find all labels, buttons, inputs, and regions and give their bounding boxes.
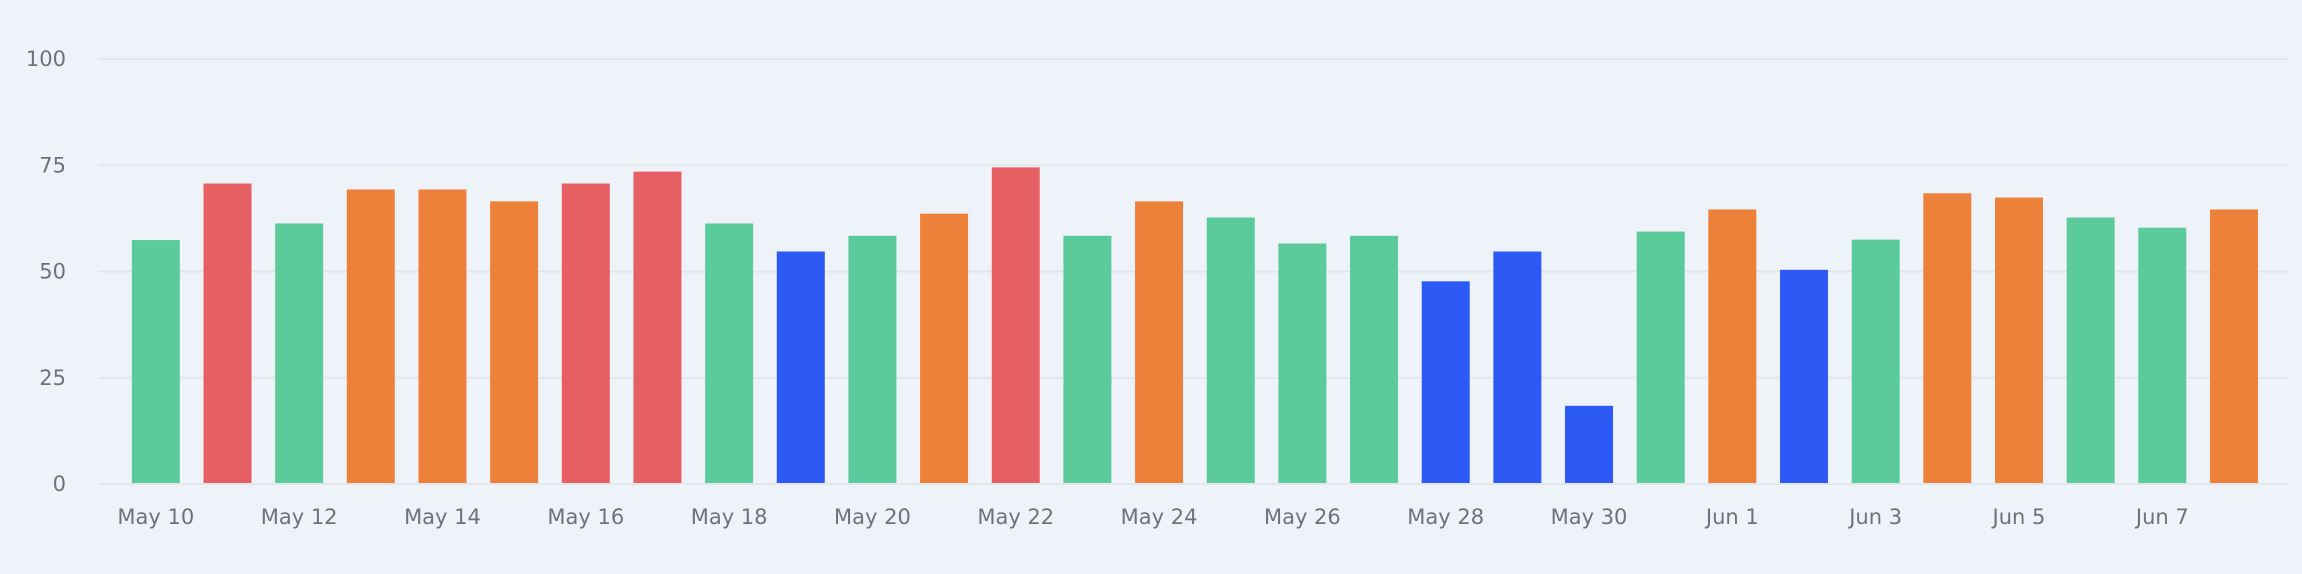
x-tick-label: May 20 [834, 505, 911, 529]
bar-jun-4[interactable] [1923, 193, 1972, 484]
bar-may-25[interactable] [1206, 217, 1255, 483]
y-tick-label: 75 [39, 153, 66, 177]
x-tick-label: Jun 1 [1704, 505, 1759, 529]
bar-may-31[interactable] [1636, 231, 1685, 483]
bar-may-15[interactable] [490, 201, 539, 483]
bar-may-13[interactable] [346, 189, 395, 483]
bar-may-28[interactable] [1421, 281, 1470, 483]
bar-may-20[interactable] [848, 235, 897, 483]
x-tick-label: Jun 7 [2134, 505, 2189, 529]
bar-jun-5[interactable] [1994, 197, 2043, 484]
bar-may-19[interactable] [776, 251, 825, 483]
bar-may-14[interactable] [418, 189, 467, 483]
x-tick-label: May 24 [1121, 505, 1198, 529]
bar-may-18[interactable] [705, 223, 754, 483]
x-tick-label: Jun 3 [1847, 505, 1902, 529]
bar-jun-8[interactable] [2209, 209, 2258, 483]
bar-may-26[interactable] [1278, 243, 1327, 483]
x-tick-label: May 18 [691, 505, 768, 529]
x-axis-ticks: May 10 May 12 May 14 May 16 May 18 May 20 May … [117, 505, 2188, 529]
y-axis-ticks: 0 25 50 75 100 [26, 47, 66, 496]
bar-may-22[interactable] [991, 167, 1040, 483]
x-tick-label: May 28 [1407, 505, 1484, 529]
y-tick-label: 0 [53, 472, 66, 496]
bar-jun-3[interactable] [1851, 239, 1900, 483]
bar-may-11[interactable] [203, 183, 252, 483]
x-tick-label: May 26 [1264, 505, 1341, 529]
bar-jun-1[interactable] [1708, 209, 1757, 483]
bars [131, 167, 2258, 484]
x-tick-label: May 14 [404, 505, 481, 529]
x-tick-label: May 12 [261, 505, 338, 529]
bar-may-10[interactable] [131, 240, 180, 483]
bar-jun-6[interactable] [2066, 217, 2115, 483]
bar-jun-2[interactable] [1780, 269, 1829, 483]
x-tick-label: May 22 [977, 505, 1054, 529]
bar-may-27[interactable] [1350, 235, 1399, 483]
x-tick-label: May 10 [117, 505, 194, 529]
x-tick-label: May 16 [547, 505, 624, 529]
bar-may-23[interactable] [1063, 235, 1112, 483]
bar-may-29[interactable] [1493, 251, 1542, 483]
bar-jun-7[interactable] [2138, 227, 2187, 483]
x-tick-label: May 30 [1551, 505, 1628, 529]
bar-may-16[interactable] [561, 183, 610, 483]
y-tick-label: 25 [39, 366, 66, 390]
bar-may-17[interactable] [633, 171, 682, 483]
x-tick-label: Jun 5 [1991, 505, 2046, 529]
bar-may-21[interactable] [920, 213, 969, 483]
bar-may-24[interactable] [1135, 201, 1184, 483]
y-tick-label: 50 [39, 260, 66, 284]
bar-may-12[interactable] [275, 223, 324, 483]
y-tick-label: 100 [26, 47, 66, 71]
bar-may-30[interactable] [1565, 405, 1614, 483]
